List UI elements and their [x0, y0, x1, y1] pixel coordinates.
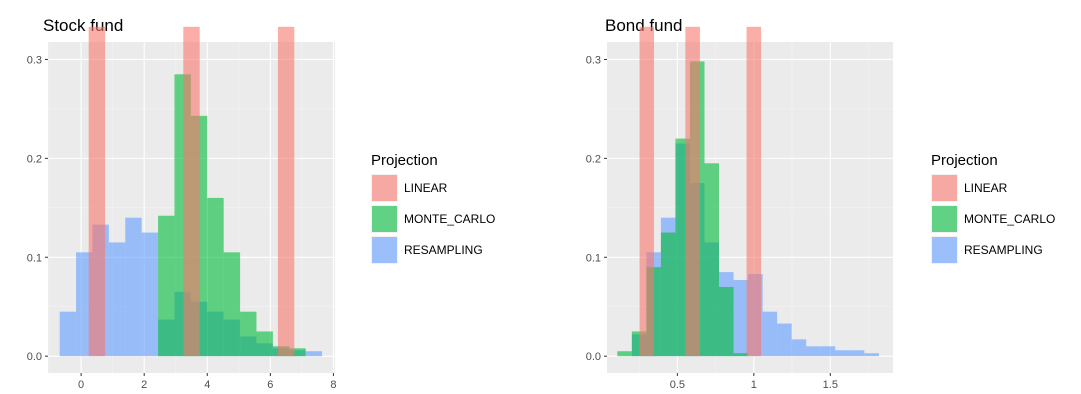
- y-tick-label: 0.2: [586, 153, 601, 165]
- legend-swatch: [932, 206, 957, 232]
- bar: [704, 163, 720, 357]
- x-tick-label: 0.5: [670, 379, 685, 391]
- bar: [108, 242, 126, 357]
- series-linear: [639, 26, 762, 357]
- chart-panel-2: Bond fund 0.0 0.1 0.2 0.3 0.5 1 1.5 Projection LI…: [586, 16, 1056, 391]
- bar: [183, 26, 200, 357]
- x-tick-label: 1: [751, 379, 757, 391]
- legend-swatch: [932, 237, 957, 263]
- y-tick-label: 0.1: [27, 252, 42, 264]
- y-tick-label: 0.3: [27, 54, 42, 66]
- bar: [864, 353, 879, 357]
- x-tick-label: 0: [78, 379, 84, 391]
- bar: [719, 286, 734, 357]
- y-tick-label: 0.1: [586, 252, 601, 264]
- series-linear: [88, 26, 295, 357]
- bar: [223, 252, 241, 357]
- bar: [762, 311, 778, 357]
- bar: [806, 346, 821, 357]
- bar: [660, 232, 676, 357]
- legend-title: Projection: [931, 152, 998, 169]
- legend-swatch: [372, 175, 397, 201]
- x-tick-label: 4: [204, 379, 210, 391]
- legend-label: MONTE_CARLO: [404, 212, 495, 226]
- bar: [733, 280, 749, 357]
- chart-panel-1: Stock fund 0.0 0.1 0.2 0.3 0 2 4 6 8 Projection LIN…: [27, 16, 496, 391]
- x-tick-label: 8: [330, 379, 336, 391]
- legend-label: LINEAR: [404, 181, 448, 195]
- bar: [791, 339, 807, 357]
- legend-swatch: [372, 237, 397, 263]
- bar: [76, 252, 93, 357]
- y-tick-label: 0.2: [27, 153, 42, 165]
- bar: [277, 26, 295, 357]
- bar: [305, 351, 323, 357]
- bar: [639, 26, 655, 357]
- x-tick-label: 6: [267, 379, 273, 391]
- legend-title: Projection: [371, 152, 438, 169]
- bar: [240, 311, 257, 357]
- legend-swatch: [372, 206, 397, 232]
- bar: [849, 350, 865, 357]
- bar: [125, 217, 142, 357]
- bar: [733, 353, 749, 357]
- bar: [617, 351, 632, 357]
- chart-title: Stock fund: [43, 16, 123, 35]
- bar: [207, 197, 224, 357]
- bar: [141, 232, 159, 357]
- legend: Projection LINEAR MONTE_CARLO RESAMPLING: [931, 152, 1055, 264]
- plot-area: [607, 26, 893, 373]
- bar: [777, 323, 792, 357]
- y-tick-label: 0.3: [586, 54, 601, 66]
- legend-label: MONTE_CARLO: [964, 212, 1055, 226]
- y-tick-label: 0.0: [586, 351, 601, 363]
- legend-swatch: [932, 175, 957, 201]
- bar: [685, 26, 700, 357]
- plot-area: [48, 26, 335, 373]
- x-tick-label: 1.5: [823, 379, 838, 391]
- bar: [88, 26, 106, 357]
- bar: [59, 311, 77, 357]
- bar: [158, 215, 175, 357]
- bar: [289, 348, 306, 357]
- x-tick-label: 2: [141, 379, 147, 391]
- chart-title: Bond fund: [605, 16, 683, 35]
- legend-label: LINEAR: [964, 181, 1008, 195]
- bar: [820, 346, 836, 357]
- bar: [746, 26, 762, 357]
- legend-label: RESAMPLING: [964, 243, 1043, 257]
- y-tick-label: 0.0: [27, 351, 42, 363]
- legend-label: RESAMPLING: [404, 243, 483, 257]
- bar: [835, 350, 850, 357]
- bar: [256, 331, 273, 357]
- legend: Projection LINEAR MONTE_CARLO RESAMPLING: [371, 152, 495, 264]
